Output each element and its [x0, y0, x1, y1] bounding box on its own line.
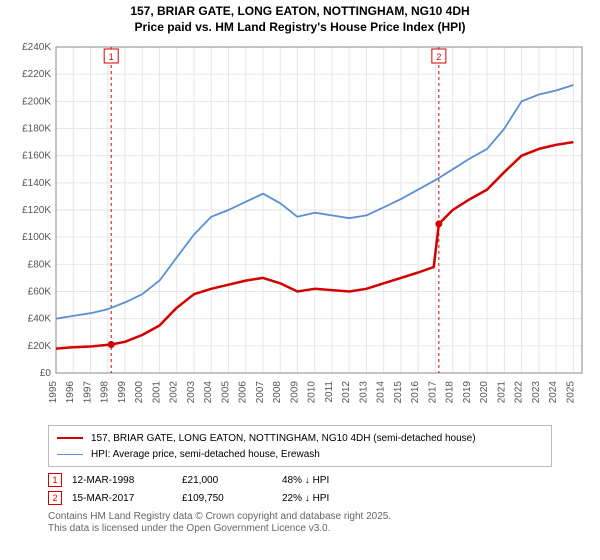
svg-text:£240K: £240K — [22, 42, 51, 53]
svg-text:£180K: £180K — [22, 124, 51, 135]
footer: Contains HM Land Registry data © Crown c… — [48, 511, 552, 535]
svg-text:2021: 2021 — [496, 381, 507, 404]
svg-text:2001: 2001 — [151, 381, 162, 404]
svg-text:£80K: £80K — [28, 260, 52, 271]
svg-text:2019: 2019 — [462, 381, 473, 404]
svg-text:2009: 2009 — [289, 381, 300, 404]
svg-text:1998: 1998 — [100, 381, 111, 404]
svg-text:£160K: £160K — [22, 151, 51, 162]
plot-area: £0 £20K £40K £60K £80K £100K £120K £140K £160K £1… — [8, 39, 592, 419]
legend-item-price: 157, BRIAR GATE, LONG EATON, NOTTINGHAM,… — [57, 430, 543, 446]
svg-text:1995: 1995 — [48, 381, 59, 404]
marker-row-1: 1 12-MAR-1998 £21,000 48% ↓ HPI — [48, 471, 552, 489]
title-line1: 157, BRIAR GATE, LONG EATON, NOTTINGHAM,… — [8, 4, 592, 20]
marker-badge-1: 1 — [48, 473, 62, 487]
svg-text:2025: 2025 — [565, 381, 576, 404]
chart-container: 157, BRIAR GATE, LONG EATON, NOTTINGHAM,… — [0, 0, 600, 539]
svg-text:£100K: £100K — [22, 232, 51, 243]
svg-text:£140K: £140K — [22, 178, 51, 189]
legend-label-hpi: HPI: Average price, semi-detached house,… — [91, 449, 320, 460]
svg-text:2016: 2016 — [410, 381, 421, 404]
svg-text:1999: 1999 — [117, 381, 128, 404]
svg-text:£40K: £40K — [28, 314, 52, 325]
marker-date-1: 12-MAR-1998 — [72, 475, 182, 486]
svg-text:2015: 2015 — [393, 381, 404, 404]
svg-text:£0: £0 — [40, 368, 52, 379]
svg-text:2024: 2024 — [548, 381, 559, 404]
svg-text:£60K: £60K — [28, 287, 52, 298]
legend-label-price: 157, BRIAR GATE, LONG EATON, NOTTINGHAM,… — [91, 433, 476, 444]
svg-text:£120K: £120K — [22, 205, 51, 216]
svg-text:2010: 2010 — [307, 381, 318, 404]
svg-text:2014: 2014 — [376, 381, 387, 404]
chart-title: 157, BRIAR GATE, LONG EATON, NOTTINGHAM,… — [8, 4, 592, 35]
svg-text:2023: 2023 — [531, 381, 542, 404]
marker-badge-2: 2 — [48, 491, 62, 505]
legend-item-hpi: HPI: Average price, semi-detached house,… — [57, 446, 543, 462]
svg-text:2008: 2008 — [272, 381, 283, 404]
svg-text:2006: 2006 — [238, 381, 249, 404]
marker-amount-2: £109,750 — [182, 493, 282, 504]
svg-text:2005: 2005 — [220, 381, 231, 404]
title-line2: Price paid vs. HM Land Registry's House … — [8, 20, 592, 36]
svg-text:2017: 2017 — [427, 381, 438, 404]
chart-svg: £0 £20K £40K £60K £80K £100K £120K £140K £160K £1… — [8, 39, 592, 419]
legend: 157, BRIAR GATE, LONG EATON, NOTTINGHAM,… — [48, 425, 552, 467]
svg-text:£200K: £200K — [22, 97, 51, 108]
footer-line1: Contains HM Land Registry data © Crown c… — [48, 511, 552, 523]
svg-text:2: 2 — [436, 52, 441, 62]
marker-amount-1: £21,000 — [182, 475, 282, 486]
svg-text:2022: 2022 — [514, 381, 525, 404]
svg-text:2012: 2012 — [341, 381, 352, 404]
svg-text:2003: 2003 — [186, 381, 197, 404]
svg-text:2004: 2004 — [203, 381, 214, 404]
marker-table: 1 12-MAR-1998 £21,000 48% ↓ HPI 2 15-MAR… — [48, 471, 552, 507]
svg-text:2000: 2000 — [134, 381, 145, 404]
svg-text:2002: 2002 — [169, 381, 180, 404]
legend-swatch-price — [57, 437, 83, 439]
footer-line2: This data is licensed under the Open Gov… — [48, 523, 552, 535]
svg-text:2011: 2011 — [324, 381, 335, 403]
svg-text:1997: 1997 — [82, 381, 93, 404]
marker-row-2: 2 15-MAR-2017 £109,750 22% ↓ HPI — [48, 489, 552, 507]
svg-text:2018: 2018 — [445, 381, 456, 404]
marker-pct-1: 48% ↓ HPI — [282, 475, 382, 486]
svg-text:2007: 2007 — [255, 381, 266, 404]
marker-pct-2: 22% ↓ HPI — [282, 493, 382, 504]
legend-swatch-hpi — [57, 454, 83, 455]
svg-text:1: 1 — [109, 52, 114, 62]
svg-text:1996: 1996 — [65, 381, 76, 404]
svg-text:£220K: £220K — [22, 69, 51, 80]
svg-text:2013: 2013 — [358, 381, 369, 404]
svg-text:£20K: £20K — [28, 341, 52, 352]
marker-date-2: 15-MAR-2017 — [72, 493, 182, 504]
svg-text:2020: 2020 — [479, 381, 490, 404]
